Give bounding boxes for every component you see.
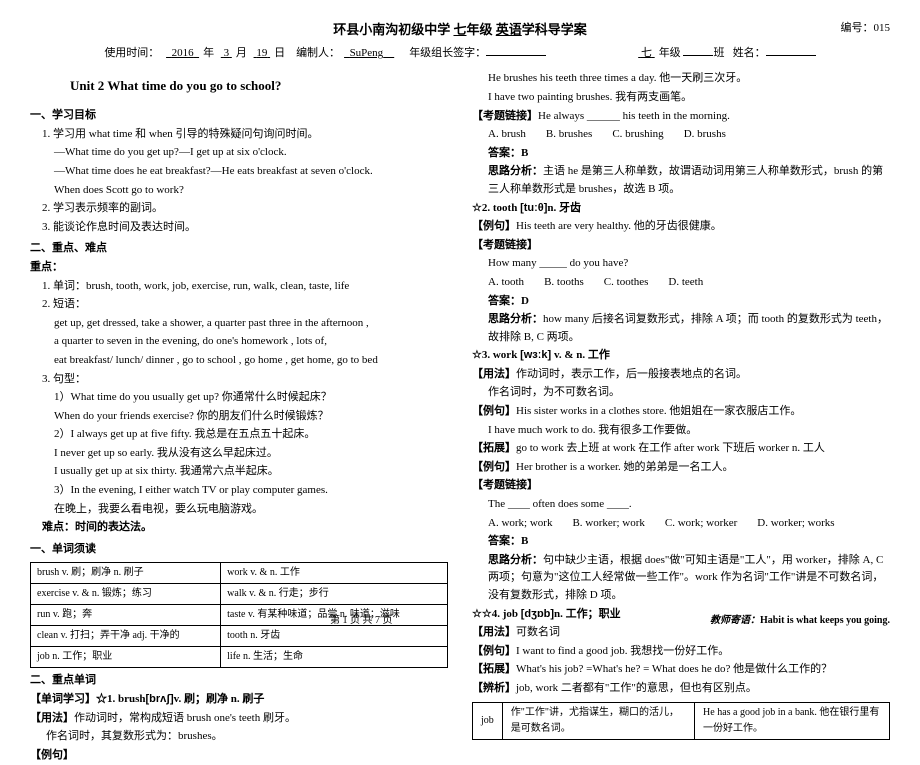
doc-meta: 使用时间： 2016 年 3 月 19 日 编制人： SuPeng 年级组长签字…: [30, 45, 890, 63]
key-words: 1. 单词：brush, tooth, work, job, exercise,…: [30, 278, 448, 296]
q2-opts: A. toothB. toothsC. toothesD. teeth: [472, 274, 890, 292]
section-keys: 二、重点、难点: [30, 240, 448, 258]
tooth-ex: 【例句】His teeth are very healthy. 他的牙齿很健康。: [472, 218, 890, 236]
section-goals: 一、学习目标: [30, 107, 448, 125]
q1-opts: A. brushB. brushesC. brushingD. brushs: [472, 126, 890, 144]
sent-2c: I usually get up at six thirty. 我通常六点半起床…: [30, 463, 448, 481]
goal-1-ex3: When does Scott go to work?: [30, 182, 448, 200]
goal-1-ex2: —What time does he eat breakfast?—He eat…: [30, 163, 448, 181]
key-phrases-2: a quarter to seven in the evening, do on…: [30, 333, 448, 351]
key-phrases-label: 2. 短语：: [30, 296, 448, 314]
q3: The ____ often does some ____.: [472, 496, 890, 514]
key-phrases-1: get up, get dressed, take a shower, a qu…: [30, 315, 448, 333]
q1-ans: 答案：B: [472, 145, 890, 163]
goal-2: 2. 学习表示频率的副词。: [30, 200, 448, 218]
q2: How many _____ do you have?: [472, 255, 890, 273]
work-usage: 【用法】作动词时，表示工作，后一般接表地点的名词。: [472, 366, 890, 384]
sent-1b: When do your friends exercise? 你的朋友们什么时候…: [30, 408, 448, 426]
word-work: ☆3. work [wɜːk] v. & n. 工作: [472, 347, 890, 365]
q1: 【考题链接】He always ______ his teeth in the …: [472, 108, 890, 126]
key-words-section: 二、重点单词: [30, 672, 448, 690]
sent-3: 3）In the evening, I either watch TV or p…: [30, 482, 448, 500]
example-label: 【例句】: [30, 747, 448, 765]
q2-ans: 答案：D: [472, 293, 890, 311]
key-label: 重点：: [30, 259, 448, 277]
q1-ana: 思路分析：主语 he 是第三人称单数，故谓语动词用第三人称单数形式，brush …: [472, 163, 890, 198]
work-ex2: I have much work to do. 我有很多工作要做。: [472, 422, 890, 440]
brush-usage2: 作名词时，其复数形式为：brushes。: [30, 728, 448, 746]
work-ext: 【拓展】go to work 去上班 at work 在工作 after wor…: [472, 440, 890, 458]
job-diff: 【辨析】job, work 二者都有"工作"的意思，但也有区别点。: [472, 680, 890, 698]
key-phrases-3: eat breakfast/ lunch/ dinner , go to sch…: [30, 352, 448, 370]
q3-ans: 答案：B: [472, 533, 890, 551]
work-ex1: 【例句】His sister works in a clothes store.…: [472, 403, 890, 421]
q3-label: 【考题链接】: [472, 477, 890, 495]
word-brush: 【单词学习】☆1. brush[brʌʃ]v. 刷；刷净 n. 刷子: [30, 691, 448, 709]
sent-2b: I never get up so early. 我从没有这么早起床过。: [30, 445, 448, 463]
goal-1: 1. 学习用 what time 和 when 引导的特殊疑问句询问时间。: [30, 126, 448, 144]
key-sentences-label: 3. 句型：: [30, 371, 448, 389]
q3-opts: A. work; workB. worker; workC. work; wor…: [472, 515, 890, 533]
job-ex: 【例句】I want to find a good job. 我想找一份好工作。: [472, 643, 890, 661]
job-table: job作"工作"讲，尤指谋生，糊口的活儿，是可数名词。He has a good…: [472, 702, 890, 740]
doc-title: 环县小南沟初级中学 七年级 英语学科导学案: [30, 20, 890, 41]
work-ex3: 【例句】Her brother is a worker. 她的弟弟是一名工人。: [472, 459, 890, 477]
q2-label: 【考题链接】: [472, 237, 890, 255]
brush-usage: 【用法】作动词时，常构成短语 brush one's teeth 刷牙。: [30, 710, 448, 728]
q2-ana: 思路分析：how many 后接名词复数形式，排除 A 项；而 tooth 的复…: [472, 311, 890, 346]
hard-point: 难点：时间的表达法。: [30, 519, 448, 537]
goal-1-ex1: —What time do you get up?—I get up at si…: [30, 144, 448, 162]
job-ext: 【拓展】What's his job? =What's he? = What d…: [472, 661, 890, 679]
unit-title: Unit 2 What time do you go to school?: [70, 76, 448, 97]
work-usage2: 作名词时，为不可数名词。: [472, 384, 890, 402]
sent-1: 1）What time do you usually get up? 你通常什么…: [30, 389, 448, 407]
sent-2: 2）I always get up at five fifty. 我总是在五点五…: [30, 426, 448, 444]
q3-ana: 思路分析：句中缺少主语，根据 does"做"可知主语是"工人"，用 worker…: [472, 552, 890, 605]
doc-code: 编号：015: [841, 20, 891, 38]
goal-3: 3. 能谈论作息时间及表达时间。: [30, 219, 448, 237]
brush-ex1: He brushes his teeth three times a day. …: [472, 70, 890, 88]
word-tooth: ☆2. tooth [tuːθ]n. 牙齿: [472, 200, 890, 218]
brush-ex2: I have two painting brushes. 我有两支画笔。: [472, 89, 890, 107]
footer: 第 1 页 共 7 页 教师寄语：Habit is what keeps you…: [30, 613, 890, 629]
vocab-read: 一、单词须读: [30, 541, 448, 559]
sent-3zh: 在晚上，我要么看电视，要么玩电脑游戏。: [30, 501, 448, 519]
